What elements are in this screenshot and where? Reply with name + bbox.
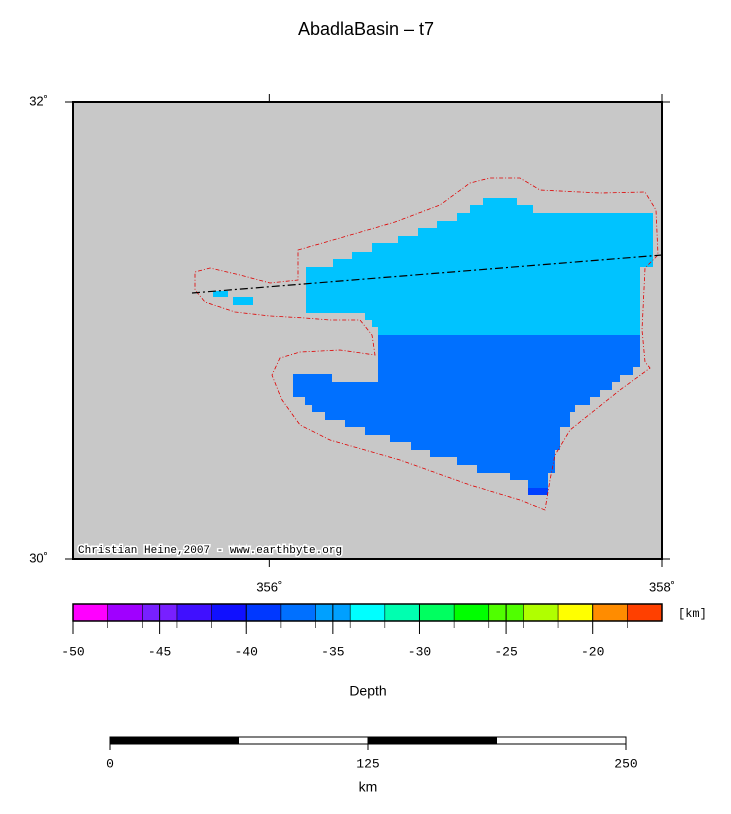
scalebar-segment bbox=[110, 737, 239, 744]
colorbar-cell bbox=[523, 604, 559, 621]
colorbar-cell bbox=[350, 604, 386, 621]
depth-region-shallow bbox=[306, 198, 653, 335]
x-tick-label: 356˚ bbox=[256, 579, 282, 594]
profile-line bbox=[191, 254, 663, 294]
scalebar-tick-label: 125 bbox=[356, 756, 379, 771]
colorbar-cell bbox=[73, 604, 109, 621]
title: AbadlaBasin – t7 bbox=[298, 19, 434, 39]
colorbar-unit: [km] bbox=[678, 607, 707, 621]
colorbar-cell bbox=[419, 604, 455, 621]
colorbar-cell bbox=[627, 604, 663, 621]
basin-outline bbox=[194, 177, 659, 511]
colorbar-tick-label: -25 bbox=[494, 644, 517, 659]
colorbar-cells bbox=[72, 604, 663, 628]
colorbar-tick-label: -20 bbox=[581, 644, 604, 659]
colorbar-cell bbox=[454, 604, 490, 621]
colorbar-tick-label: -50 bbox=[61, 644, 84, 659]
depth-region-deep bbox=[293, 335, 640, 488]
depth-cell bbox=[213, 291, 228, 297]
colorbar-cell bbox=[211, 604, 247, 621]
scalebar-tick-label: 250 bbox=[614, 756, 637, 771]
colorbar-label: Depth bbox=[349, 683, 386, 699]
credit: Christian Heine,2007 - www.earthbyte.org bbox=[78, 545, 342, 557]
scalebar-segment bbox=[368, 737, 497, 744]
depth-cell bbox=[528, 488, 548, 495]
colorbar-tick-label: -35 bbox=[321, 644, 344, 659]
scalebar-tick-label: 0 bbox=[106, 756, 114, 771]
map: Christian Heine,2007 - www.earthbyte.org bbox=[72, 101, 663, 560]
colorbar-cell bbox=[176, 604, 213, 621]
scalebar-label: km bbox=[359, 779, 378, 795]
map-frame bbox=[72, 101, 663, 560]
colorbar-cell bbox=[280, 604, 317, 621]
colorbar-cell bbox=[592, 604, 628, 621]
x-tick-label: 358˚ bbox=[649, 579, 675, 594]
colorbar-cell bbox=[384, 604, 420, 621]
colorbar-cell bbox=[246, 604, 282, 621]
y-tick-label: 32˚ bbox=[29, 93, 48, 108]
colorbar-cell bbox=[558, 604, 594, 621]
colorbar-tick-label: -45 bbox=[148, 644, 171, 659]
y-tick-label: 30˚ bbox=[29, 550, 48, 565]
scalebar-segment bbox=[497, 737, 626, 744]
colorbar-tick-label: -30 bbox=[408, 644, 431, 659]
colorbar-cell bbox=[107, 604, 143, 621]
scalebar-segment bbox=[239, 737, 368, 744]
colorbar-tick-label: -40 bbox=[235, 644, 258, 659]
depth-cell bbox=[233, 297, 253, 305]
